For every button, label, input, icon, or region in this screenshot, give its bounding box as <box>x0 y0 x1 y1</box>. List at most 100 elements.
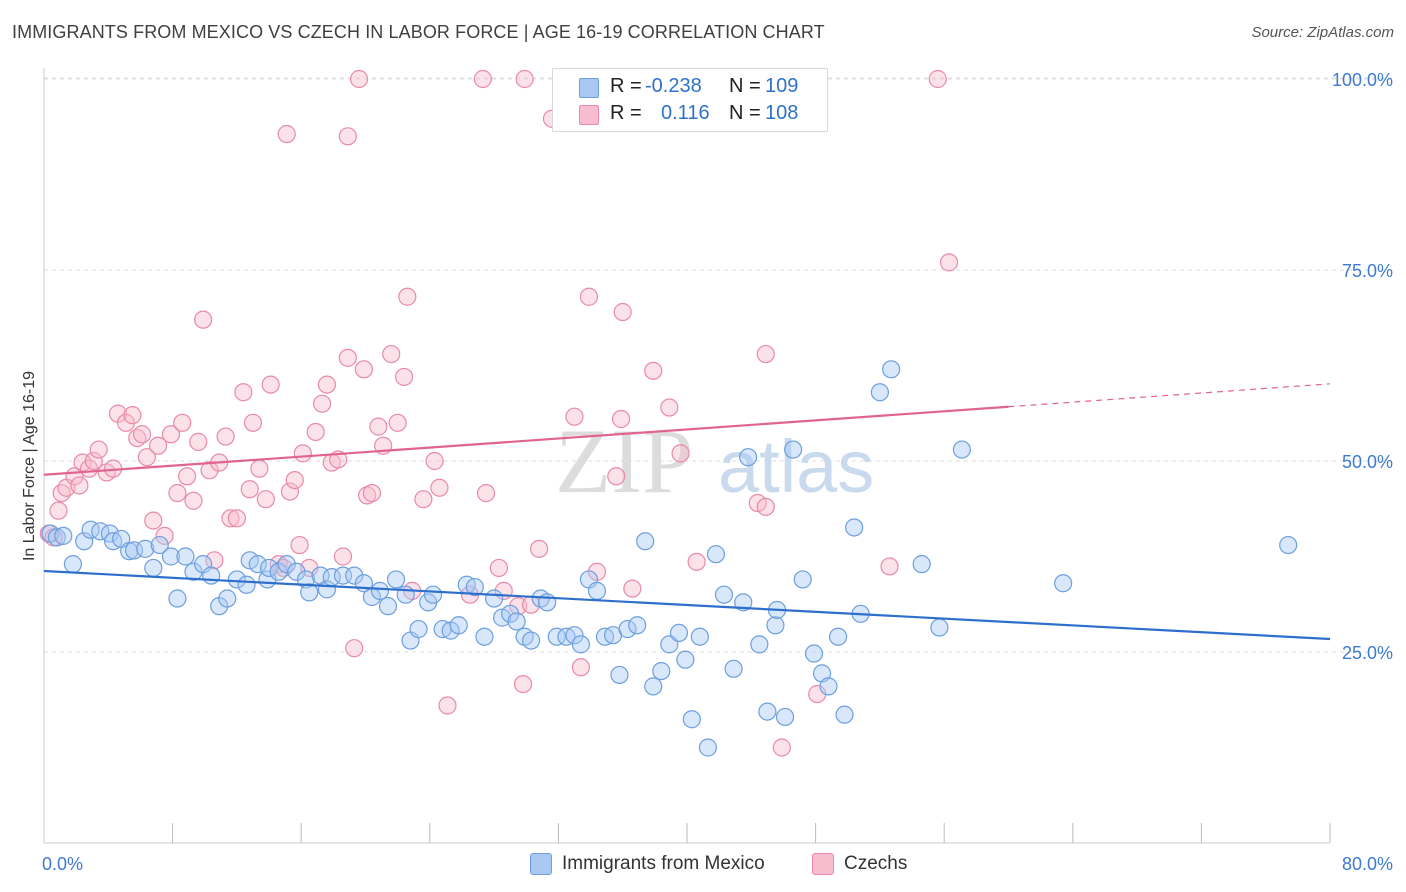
mexico-point <box>1279 535 1298 555</box>
czechs-point <box>161 425 181 444</box>
czechs-point <box>144 511 163 530</box>
czechs-point <box>277 124 296 144</box>
mexico-point <box>287 562 306 581</box>
czechs-point <box>928 69 947 89</box>
mexico-point <box>218 589 237 608</box>
czechs-point <box>623 579 642 598</box>
mexico-point <box>676 650 695 669</box>
mexico-point <box>161 547 181 566</box>
mexico-point <box>202 566 221 585</box>
czechs-trend-line <box>43 405 1009 476</box>
mexico-point <box>775 707 795 727</box>
czechs-point <box>250 459 269 478</box>
mexico-point <box>176 547 195 566</box>
y-tick-label: 25.0% <box>1342 643 1393 663</box>
czechs-trend-extension <box>1008 383 1331 408</box>
czechs-point <box>338 348 357 367</box>
mexico-point <box>734 593 753 612</box>
czechs-point <box>84 451 103 471</box>
czechs-point <box>430 478 449 497</box>
mexico-point <box>248 555 267 574</box>
czechs-point <box>398 287 417 306</box>
x-tick-label: 80.0% <box>1342 854 1393 874</box>
mexico-point <box>793 570 812 589</box>
x-tick-labels: 0.0% 80.0% <box>42 854 1393 874</box>
mexico-point <box>378 597 398 616</box>
mexico-point <box>829 627 848 646</box>
mexico-point <box>587 581 607 600</box>
czechs-point <box>354 360 373 379</box>
czechs-point <box>489 558 509 578</box>
chart-title: IMMIGRANTS FROM MEXICO VS CZECH IN LABOR… <box>12 22 825 42</box>
mexico-point <box>644 677 663 696</box>
axes <box>43 68 1331 844</box>
mexico-point <box>1054 574 1073 593</box>
legend-row-czechs: R = 0.116 N = 108 <box>553 101 827 129</box>
czechs-point <box>687 552 706 571</box>
czechs-point <box>216 427 235 446</box>
r-value: -0.238 <box>645 75 702 97</box>
czechs-point <box>880 557 899 576</box>
mexico-point <box>766 616 785 635</box>
czechs-point <box>177 467 197 486</box>
czechs-point <box>149 436 168 455</box>
n-value: 108 <box>765 102 799 124</box>
mexico-point <box>136 539 155 558</box>
mexico-point <box>144 558 163 578</box>
czechs-point <box>227 509 246 528</box>
mexico-point <box>930 618 949 637</box>
mexico-point <box>168 589 187 608</box>
legend-row-mexico: R = -0.238 N = 109 <box>553 73 827 101</box>
mexico-point <box>386 570 406 589</box>
czechs-point <box>756 497 775 516</box>
mexico-point <box>449 616 468 635</box>
mexico-point <box>47 528 66 547</box>
mexico-point <box>610 665 629 685</box>
czechs-point <box>240 480 259 499</box>
mexico-points <box>41 360 1298 757</box>
czechs-point <box>530 539 549 558</box>
x-tick-label: 0.0% <box>42 854 83 874</box>
y-tick-label: 100.0% <box>1332 70 1393 90</box>
mexico-point <box>521 631 541 650</box>
mexico-point <box>259 558 279 578</box>
mexico-point <box>628 616 647 635</box>
mexico-point <box>547 627 566 646</box>
czechs-point <box>644 361 663 380</box>
legend-swatch-mexico-bottom <box>530 853 552 875</box>
mexico-point <box>724 659 743 678</box>
czechs-point <box>132 425 152 444</box>
czechs-point <box>756 344 775 364</box>
legend-swatch-czechs-bottom <box>812 853 834 875</box>
watermark: ZIP atlas <box>555 410 874 512</box>
czechs-point <box>200 461 219 480</box>
mexico-point <box>277 555 296 574</box>
czechs-point <box>243 413 263 432</box>
czechs-point <box>362 483 382 503</box>
mexico-point <box>618 619 637 639</box>
mexico-point <box>835 705 854 724</box>
czechs-point <box>473 69 492 89</box>
mexico-point <box>345 566 364 585</box>
mexico-point <box>184 562 203 581</box>
czechs-point <box>285 471 304 490</box>
n-value: 109 <box>765 75 799 97</box>
czechs-point <box>394 367 414 387</box>
r-label: R = <box>610 102 642 124</box>
mexico-trend-line <box>43 569 1331 641</box>
mexico-point <box>370 581 390 600</box>
czechs-point <box>338 127 357 146</box>
y-tick-label: 50.0% <box>1342 452 1393 472</box>
r-value: 0.116 <box>661 102 710 124</box>
mexico-point <box>475 627 494 646</box>
czechs-point <box>611 409 631 429</box>
mexico-point <box>63 555 83 574</box>
czechs-point <box>565 407 584 426</box>
czechs-point <box>349 69 369 89</box>
mexico-point <box>565 626 584 645</box>
czechs-point <box>671 444 690 463</box>
czechs-point <box>173 413 192 432</box>
czechs-point <box>205 551 224 570</box>
czechs-point <box>382 344 401 364</box>
czechs-point <box>221 509 240 528</box>
